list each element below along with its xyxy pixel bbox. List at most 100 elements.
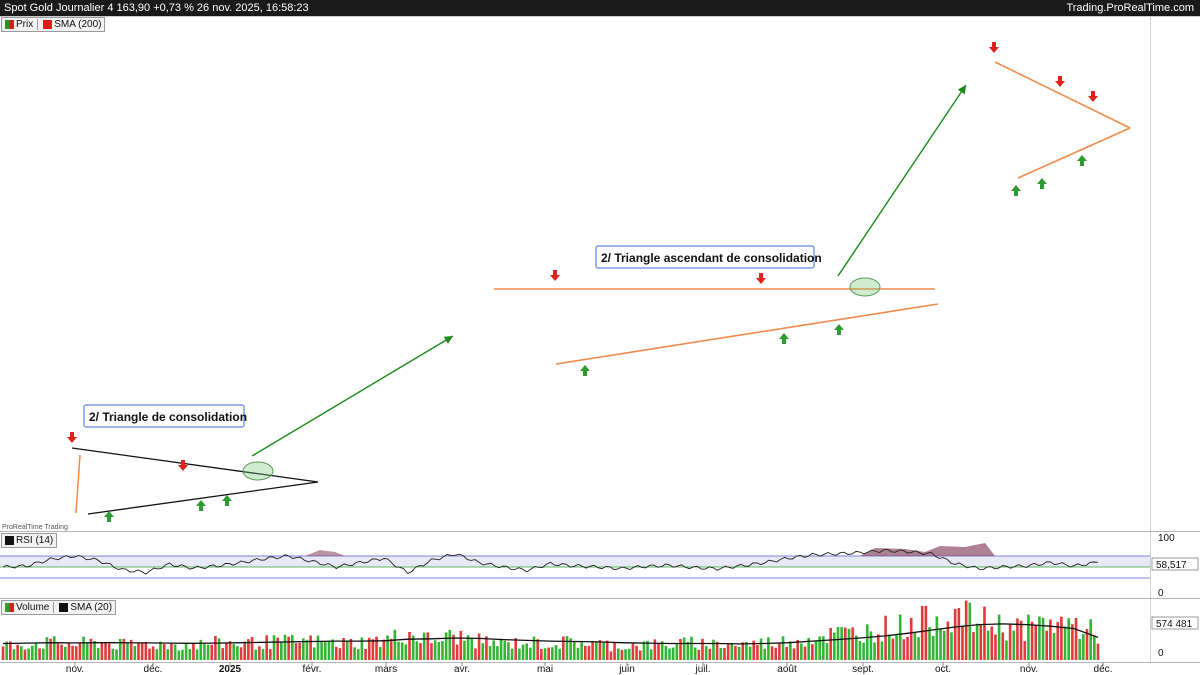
volume-bar — [93, 640, 96, 660]
volume-bar — [865, 624, 869, 660]
volume-bar — [931, 635, 935, 660]
volume-bar — [968, 602, 972, 660]
volume-bar — [151, 646, 155, 660]
volume-bar — [818, 636, 821, 660]
brand-label[interactable]: Trading.ProRealTime.com — [1066, 2, 1194, 14]
volume-bar — [562, 636, 565, 660]
volume-bar — [305, 639, 309, 660]
volume-bar — [389, 638, 393, 660]
volume-bar — [258, 646, 261, 660]
volume-bar — [778, 642, 781, 660]
volume-bar — [265, 635, 268, 660]
volume-sma-line — [2, 623, 1099, 645]
volume-bar — [455, 644, 459, 660]
volume-bar — [704, 646, 708, 660]
volume-bar — [243, 641, 247, 660]
volume-bar — [869, 631, 873, 660]
volume-bar — [909, 617, 913, 660]
volume-bar — [814, 640, 818, 660]
sell-signal-arrow — [178, 460, 188, 471]
volume-bar — [961, 625, 964, 660]
volume-bar — [485, 636, 488, 660]
rsi-legend[interactable]: RSI (14) — [1, 533, 58, 548]
volume-bar — [715, 641, 719, 660]
volume-bar — [126, 642, 129, 660]
volume-bar — [840, 627, 843, 660]
volume-bar — [430, 643, 433, 660]
volume-bar — [261, 649, 265, 660]
volume-bar — [433, 640, 437, 660]
volume-bar — [854, 635, 858, 660]
volume-bar — [353, 647, 356, 660]
volume-bar — [1012, 630, 1016, 660]
volume-bar — [118, 638, 122, 660]
volume-legend[interactable]: Volume SMA (20) — [1, 600, 117, 615]
volume-bar — [192, 643, 195, 660]
volume-bar — [367, 637, 371, 660]
volume-bar — [693, 647, 697, 660]
volume-bar — [206, 644, 210, 660]
volume-bar — [56, 643, 60, 660]
trend-arrow-2 — [837, 84, 967, 277]
volume-bar — [199, 639, 203, 660]
volume-bar — [521, 644, 525, 660]
volume-sma-legend-label: SMA (20) — [70, 602, 113, 613]
volume-bar — [701, 638, 704, 660]
volume-bar — [858, 641, 862, 660]
time-tick-label: juin — [618, 664, 635, 675]
volume-bar — [847, 628, 851, 660]
volume-sma-swatch — [59, 603, 69, 612]
volume-bar — [510, 648, 514, 660]
volume-bar — [551, 647, 554, 660]
volume-bar — [400, 642, 404, 660]
volume-bar — [1041, 617, 1045, 660]
volume-bar — [250, 636, 254, 660]
rsi-axis-0: 0 — [1158, 588, 1164, 599]
volume-bar — [653, 639, 657, 660]
volume-bar — [789, 641, 792, 660]
volume-bar — [338, 648, 342, 660]
sell-signal-arrow — [1088, 91, 1098, 102]
volume-bar — [964, 600, 968, 660]
volume-bar — [649, 649, 653, 660]
volume-bar — [492, 640, 496, 660]
price-legend[interactable]: Prix SMA (200) — [1, 17, 106, 32]
volume-bar — [1008, 624, 1012, 660]
volume-bar — [942, 630, 946, 660]
volume-bar — [1005, 640, 1008, 660]
breakout-circle-1 — [242, 461, 274, 481]
volume-bar — [591, 641, 594, 660]
volume-bar — [887, 634, 891, 660]
volume-bar — [898, 614, 902, 660]
volume-bar — [913, 632, 917, 660]
volume-bar — [1034, 625, 1038, 660]
volume-bar — [726, 643, 730, 660]
volume-bar — [543, 648, 547, 660]
volume-bar — [38, 648, 41, 660]
volume-bar — [232, 644, 236, 660]
sma200-swatch — [43, 20, 53, 29]
time-tick-label: oct. — [935, 664, 951, 675]
volume-bar — [822, 636, 825, 660]
volume-bar — [166, 649, 170, 660]
volume-bar — [217, 638, 221, 660]
volume-bar — [796, 639, 799, 660]
volume-bar — [463, 640, 466, 660]
volume-bar — [613, 642, 616, 660]
sell-signal-arrow — [989, 42, 999, 53]
volume-bar — [635, 645, 638, 660]
volume-bar — [1093, 635, 1096, 660]
volume-bar — [671, 647, 675, 660]
volume-bar — [345, 640, 349, 660]
volume-bar — [466, 635, 470, 660]
volume-bar — [624, 649, 627, 660]
volume-bar — [1030, 621, 1034, 660]
volume-bar — [507, 642, 510, 660]
volume-bar — [214, 635, 217, 660]
volume-axis-0: 0 — [1158, 648, 1164, 659]
volume-bar — [411, 635, 415, 660]
sell-signal-arrow — [1055, 76, 1065, 87]
volume-bar — [935, 616, 939, 660]
